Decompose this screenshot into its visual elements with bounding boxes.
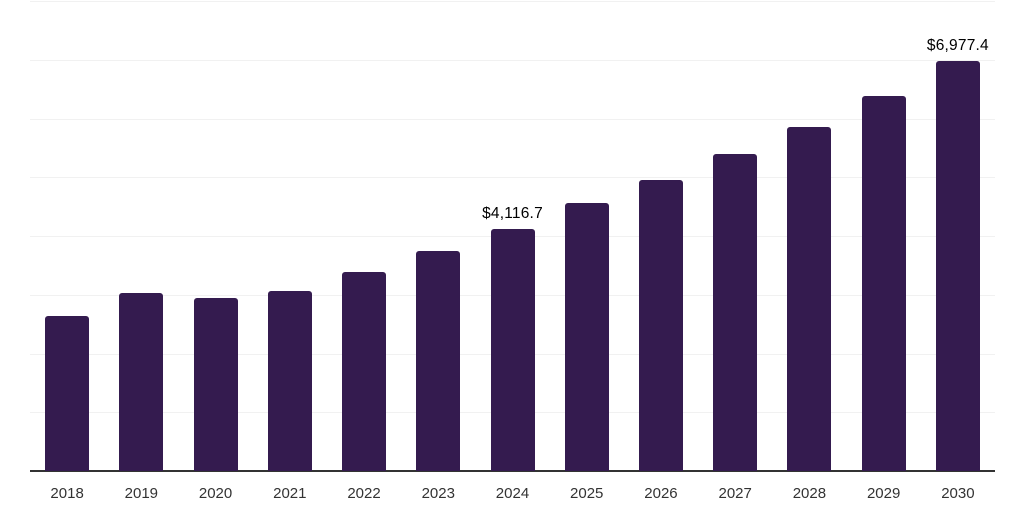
bar-2022 [342,272,387,471]
bar-2019 [119,292,164,471]
bar-2024 [490,229,535,471]
bar-2020 [193,297,238,471]
gridline-5000 [30,177,995,179]
x-axis-label-2020: 2020 [198,485,233,502]
x-axis-label-2023: 2023 [421,485,455,502]
x-axis-label-2029: 2029 [866,485,901,502]
x-axis-label-2026: 2026 [644,485,678,502]
bar-2023 [416,251,461,471]
x-axis-label-2019: 2019 [124,485,159,502]
x-axis-label-2027: 2027 [718,485,752,502]
x-axis-line [30,470,995,472]
x-axis-label-2025: 2025 [570,485,604,502]
x-axis-label-2024: 2024 [495,485,530,502]
bar-2028 [787,126,832,471]
bar-2018 [45,315,90,471]
plot-area: 2018 2019 2020 2021 2022 2023 $4,116.7 2024 2025… [30,1,995,502]
bar-2029 [861,96,906,471]
bar-2021 [267,291,312,471]
x-axis-label-2021: 2021 [273,485,307,502]
value-label-2030: $6,977.4 [926,37,989,55]
value-label-2024: $4,116.7 [482,205,543,223]
bar-2027 [713,154,758,471]
x-axis-label-2028: 2028 [792,485,827,502]
x-axis-label-2018: 2018 [50,485,84,502]
bar-2025 [564,202,609,471]
bar-2030 [935,61,980,471]
x-axis-label-2022: 2022 [347,485,381,502]
gridline-6000 [30,118,995,120]
gridline-8000 [30,1,995,2]
x-axis-label-2030: 2030 [941,485,975,502]
gridline-7000 [30,59,995,61]
bar-2026 [638,180,683,471]
